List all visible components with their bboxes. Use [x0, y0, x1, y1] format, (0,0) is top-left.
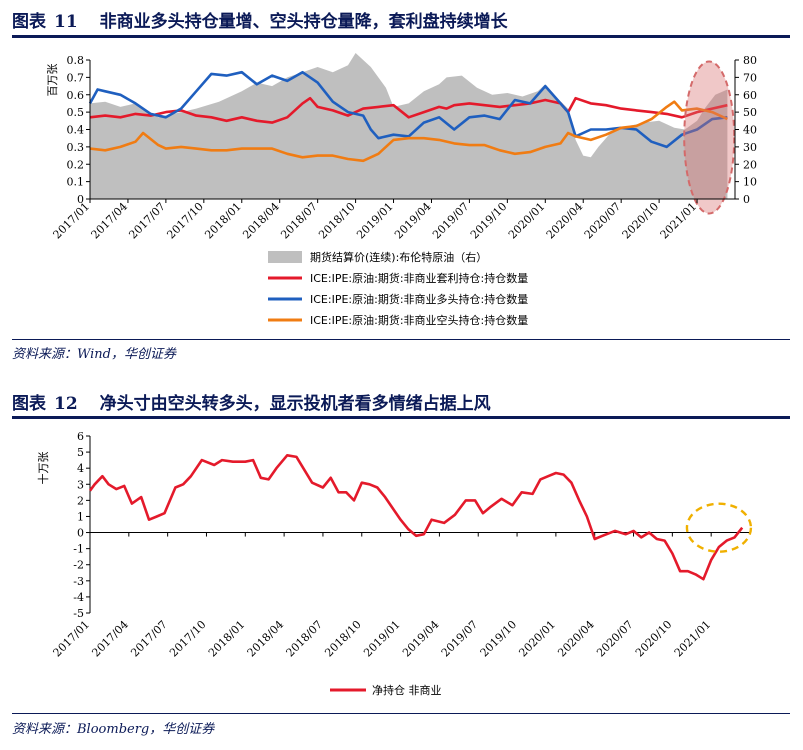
- figure12-source: 资料来源：Bloomberg，华创证券: [12, 722, 215, 737]
- x-tick-label: 2020/04: [544, 200, 586, 242]
- x-tick-label-2: 2017/10: [167, 618, 209, 660]
- right-tick-label: 10: [743, 176, 757, 189]
- figure12-label: 图表: [12, 394, 46, 414]
- series-line-3: [89, 100, 728, 163]
- right-tick-label: 60: [743, 89, 757, 102]
- left-tick-label-2: 2: [77, 494, 84, 507]
- legend-label-1: ICE:IPE:原油:期货:非商业套利持仓:持仓数量: [310, 271, 528, 285]
- left-tick-label-2: 5: [77, 446, 84, 459]
- x-tick-label: 2018/04: [240, 200, 282, 242]
- left-tick-label-2: 0: [77, 527, 84, 540]
- x-tick-label: 2021/01: [658, 200, 700, 242]
- x-tick-label-2: 2018/07: [284, 618, 326, 660]
- x-tick-label: 2018/10: [316, 200, 358, 242]
- right-tick-label: 80: [743, 54, 757, 67]
- left-tick-label: 0.6: [67, 89, 85, 102]
- left-tick-label: 0.5: [67, 106, 85, 119]
- left-tick-label-2: -4: [73, 591, 84, 604]
- series-line-2: [88, 70, 728, 149]
- x-tick-label: 2017/04: [89, 200, 131, 242]
- x-tick-label-2: 2017/01: [51, 618, 93, 660]
- left-tick-label-2: 1: [77, 510, 84, 523]
- legend-label-net: 净持仓 非商业: [372, 683, 442, 697]
- x-tick-label: 2020/07: [582, 200, 624, 242]
- figure12-title-rule: [12, 416, 790, 419]
- y-axis-label-2: 十万张: [36, 452, 50, 485]
- y-axis-label: 百万张: [46, 64, 59, 97]
- x-tick-label-2: 2018/01: [206, 618, 248, 660]
- figure12-number: 12: [54, 394, 78, 414]
- left-tick-label-2: 3: [77, 478, 84, 491]
- left-tick-label: 0.3: [67, 141, 85, 154]
- x-tick-label-2: 2019/01: [361, 618, 403, 660]
- x-tick-label-2: 2020/04: [555, 618, 597, 660]
- series-line-1: [89, 96, 728, 124]
- x-tick-label-2: 2019/07: [439, 618, 481, 660]
- right-tick-label: 30: [743, 141, 757, 154]
- figure12-source-rule: [12, 713, 790, 714]
- x-tick-label: 2017/07: [126, 200, 168, 242]
- x-tick-label: 2020/10: [620, 200, 662, 242]
- figure11-number: 11: [54, 12, 78, 32]
- left-tick-label: 0.8: [67, 54, 85, 67]
- right-tick-label: 0: [743, 193, 750, 206]
- x-tick-label-2: 2019/04: [400, 618, 442, 660]
- right-tick-label: 20: [743, 158, 757, 171]
- highlight-circle: [685, 502, 753, 553]
- left-tick-label-2: -5: [73, 607, 84, 620]
- x-tick-label-2: 2018/04: [245, 618, 287, 660]
- left-tick-label-2: -1: [73, 543, 84, 556]
- x-tick-label-2: 2021/01: [672, 618, 714, 660]
- x-tick-label: 2017/01: [51, 200, 93, 242]
- left-tick-label-2: 4: [77, 462, 84, 475]
- figure12-title-bar: 图表 12 净头寸由空头转多头，显示投机者看多情绪占据上风: [12, 389, 491, 414]
- figure12-title: 净头寸由空头转多头，显示投机者看多情绪占据上风: [99, 394, 491, 414]
- legend-label-2: ICE:IPE:原油:期货:非商业多头持仓:持仓数量: [310, 292, 528, 306]
- x-tick-label: 2019/01: [354, 200, 396, 242]
- net-position-line: [88, 453, 744, 581]
- figure11-source-rule: [12, 339, 790, 340]
- x-tick-label-2: 2020/10: [633, 618, 675, 660]
- right-tick-label: 70: [743, 71, 757, 84]
- x-tick-label-2: 2019/10: [478, 618, 520, 660]
- x-tick-label: 2020/01: [506, 200, 548, 242]
- x-tick-label: 2018/01: [202, 200, 244, 242]
- left-tick-label: 0.2: [67, 158, 85, 171]
- x-tick-label-2: 2017/07: [128, 618, 170, 660]
- left-tick-label: 0.7: [67, 71, 85, 84]
- x-tick-label: 2019/10: [468, 200, 510, 242]
- left-tick-label-2: 6: [77, 430, 84, 443]
- x-tick-label-2: 2020/07: [594, 618, 636, 660]
- x-tick-label-2: 2020/01: [516, 618, 558, 660]
- left-tick-label-2: -2: [73, 559, 84, 572]
- legend-swatch-area: [268, 251, 302, 263]
- x-tick-label: 2019/07: [430, 200, 472, 242]
- x-tick-label: 2019/04: [392, 200, 434, 242]
- left-tick-label: 0.4: [67, 124, 85, 137]
- right-tick-label: 50: [743, 106, 757, 119]
- highlight-ellipse: [683, 60, 736, 215]
- left-tick-label-2: -3: [73, 575, 84, 588]
- x-tick-label-2: 2017/04: [89, 618, 131, 660]
- figure11-title-bar: 图表 11 非商业多头持仓量增、空头持仓量降，套利盘持续增长: [12, 7, 508, 32]
- x-tick-label-2: 2018/10: [322, 618, 364, 660]
- brent-price-area: [90, 53, 728, 199]
- legend-label-3: ICE:IPE:原油:期货:非商业空头持仓:持仓数量: [310, 313, 528, 327]
- figure11-title-rule: [12, 35, 790, 38]
- x-tick-label: 2017/10: [164, 200, 206, 242]
- figure11-source: 资料来源：Wind，华创证券: [12, 347, 176, 362]
- x-tick-label: 2018/07: [278, 200, 320, 242]
- legend-label-area: 期货结算价(连续):布伦特原油（右）: [310, 250, 487, 264]
- left-tick-label: 0: [77, 193, 84, 206]
- figure11-title: 非商业多头持仓量增、空头持仓量降，套利盘持续增长: [99, 12, 508, 32]
- figure11-chart: 0 0.1 0.2 0.3 0.4 0.5 0.6 0.7 0.8 0 10 20 30 40 50 60 70…: [46, 53, 757, 327]
- left-tick-label: 0.1: [67, 176, 85, 189]
- right-tick-label: 40: [743, 124, 757, 137]
- figure11-label: 图表: [12, 12, 46, 32]
